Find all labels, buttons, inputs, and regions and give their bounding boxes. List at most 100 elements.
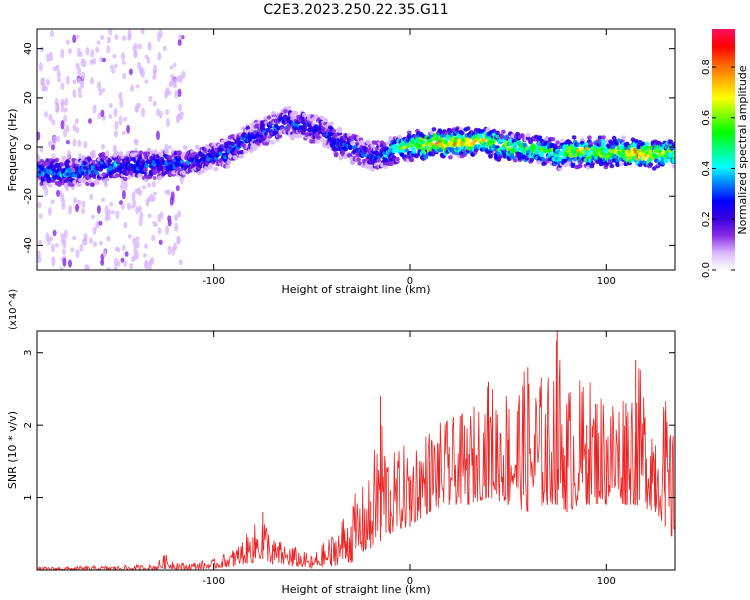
- heatmap-cell: [397, 134, 403, 140]
- heatmap-cell: [146, 147, 152, 152]
- heatmap-cell: [260, 123, 266, 128]
- heatmap-cell: [558, 151, 564, 156]
- heatmap-cell: [559, 138, 565, 143]
- heatmap-cell: [171, 170, 177, 175]
- heatmap-cell: [431, 127, 437, 132]
- heatmap-cell: [478, 134, 484, 139]
- heatmap-cell: [142, 253, 147, 258]
- heatmap-cell: [44, 85, 48, 92]
- heatmap-cell: [125, 97, 130, 106]
- colorbar-label: Normalized spectral amplitude: [736, 65, 749, 234]
- heatmap-cell: [118, 151, 123, 156]
- heatmap-cell: [550, 137, 556, 142]
- heatmap-cell: [50, 29, 54, 38]
- heatmap-cell: [127, 202, 131, 211]
- heatmap-cell: [47, 183, 53, 188]
- heatmap-cell: [571, 135, 577, 140]
- heatmap-cell: [335, 146, 340, 152]
- heatmap-cell: [100, 258, 105, 266]
- heatmap-cell: [141, 185, 146, 190]
- heatmap-cell: [109, 202, 114, 207]
- heatmap-cell: [56, 135, 60, 143]
- heatmap-cell: [634, 139, 639, 144]
- heatmap-cell: [286, 124, 292, 130]
- spectrogram-ticks: -100 0 100 -40 -20 0 20 40: [23, 29, 675, 287]
- heatmap-cell: [122, 35, 127, 41]
- heatmap-cell: [46, 236, 51, 246]
- heatmap-cell: [601, 142, 606, 147]
- snr-frame: [36, 330, 676, 571]
- heatmap-cell: [114, 33, 119, 41]
- heatmap-cell: [423, 155, 429, 160]
- heatmap-cell: [164, 189, 169, 195]
- heatmap-cell: [122, 60, 127, 65]
- heatmap-cell: [123, 221, 128, 229]
- heatmap-cell: [54, 243, 59, 248]
- heatmap-cell: [62, 238, 67, 249]
- heatmap-cell: [123, 260, 128, 267]
- heatmap-cell: [83, 141, 88, 149]
- heatmap-cell: [162, 45, 167, 52]
- heatmap-cell: [89, 237, 93, 244]
- heatmap-cell: [151, 234, 156, 242]
- heatmap-cell: [152, 191, 157, 196]
- heatmap-cell: [117, 166, 122, 171]
- heatmap-cell: [106, 45, 111, 54]
- heatmap-cell: [170, 74, 175, 79]
- heatmap-cell: [525, 132, 531, 138]
- heatmap-cell: [153, 64, 158, 74]
- heatmap-cell: [132, 237, 137, 244]
- heatmap-cell: [265, 137, 271, 143]
- heatmap-cell: [46, 53, 51, 63]
- heatmap-cell: [178, 259, 183, 266]
- heatmap-cell: [607, 144, 612, 150]
- snr-ticks: -100 0 100 1 2 3: [23, 331, 675, 587]
- heatmap-cell: [519, 133, 525, 138]
- snr-peaks: [36, 331, 666, 570]
- heatmap-cell: [75, 62, 80, 70]
- heatmap-cell: [668, 139, 674, 144]
- heatmap-cell: [392, 148, 398, 153]
- heatmap-cell: [90, 214, 95, 220]
- heatmap-cell: [499, 135, 505, 140]
- heatmap-cell: [38, 239, 43, 245]
- heatmap-cell: [197, 170, 202, 176]
- heatmap-cell: [144, 79, 149, 84]
- heatmap-cell: [121, 244, 126, 251]
- heatmap-cell: [124, 251, 129, 257]
- heatmap-cell: [135, 205, 140, 215]
- colorbar-tick-label: 0.0: [701, 262, 712, 278]
- heatmap-cell: [48, 140, 53, 147]
- heatmap-cell: [43, 38, 48, 46]
- heatmap-cell: [77, 174, 82, 179]
- heatmap-cell: [98, 180, 103, 190]
- heatmap-cell: [171, 246, 176, 256]
- heatmap-cell: [157, 227, 162, 235]
- heatmap-cell: [104, 177, 109, 183]
- heatmap-cell: [220, 144, 226, 149]
- heatmap-cell: [103, 182, 108, 188]
- heatmap-cell: [37, 131, 41, 141]
- heatmap-cell: [429, 130, 434, 135]
- y-tick-label: -40: [23, 237, 34, 253]
- heatmap-cell: [137, 102, 142, 108]
- heatmap-cell: [56, 70, 61, 79]
- heatmap-cell: [157, 213, 162, 223]
- heatmap-cell: [95, 220, 100, 229]
- heatmap-cell: [628, 158, 633, 164]
- heatmap-cell: [87, 179, 93, 184]
- heatmap-cell: [243, 149, 248, 155]
- colorbar-tick-label: 0.4: [701, 161, 712, 177]
- heatmap-cell: [508, 141, 513, 147]
- heatmap-cell: [143, 167, 148, 172]
- heatmap-cell: [147, 182, 151, 188]
- heatmap-cell: [119, 98, 124, 108]
- heatmap-cell: [319, 137, 325, 143]
- heatmap-cell: [72, 235, 77, 241]
- heatmap-cell: [65, 124, 70, 133]
- heatmap-cell: [176, 235, 181, 245]
- heatmap-cell: [60, 105, 65, 113]
- heatmap-cell: [60, 120, 65, 130]
- heatmap-cell: [140, 29, 145, 35]
- heatmap-cell: [249, 148, 254, 153]
